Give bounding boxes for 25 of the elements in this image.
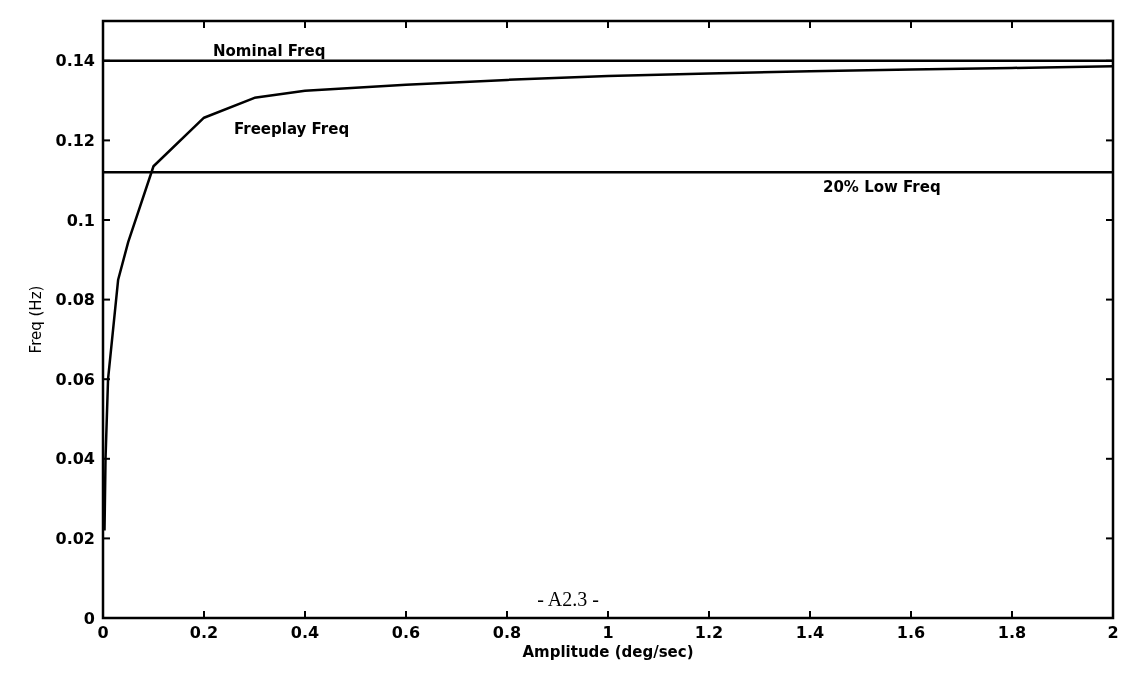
x-tick-label: 1.2	[694, 623, 724, 642]
y-tick-label: 0	[83, 608, 95, 628]
y-axis-title: Freq (Hz)	[27, 285, 45, 354]
x-tick-label: 0.8	[492, 623, 522, 642]
x-tick-label: 0.6	[391, 623, 421, 642]
annotation: - A2.3 -	[537, 588, 599, 610]
ref-line-label: 20% Low Freq	[823, 178, 941, 197]
y-tick-label: 0.06	[55, 369, 95, 389]
x-tick-label: 0	[97, 623, 109, 642]
x-tick-label: 0.2	[189, 623, 219, 642]
x-tick-label: 1.4	[795, 623, 825, 642]
y-tick-label: 0.14	[55, 51, 95, 71]
x-tick-label: 1	[602, 623, 614, 642]
y-tick-label: 0.04	[55, 449, 95, 469]
ref-line-label: Nominal Freq	[213, 41, 326, 60]
x-axis-title: Amplitude (deg/sec)	[522, 643, 694, 661]
y-tick-label: 0.1	[66, 210, 95, 230]
y-tick-label: 0.12	[55, 131, 95, 150]
x-tick-label: 0.4	[290, 623, 320, 642]
x-tick-label: 2	[1107, 623, 1119, 642]
y-tick-label: 0.08	[55, 290, 95, 310]
series-label: Freeplay Freq	[234, 119, 350, 138]
x-tick-label: 1.8	[997, 623, 1027, 642]
x-tick-label: 1.6	[896, 623, 926, 642]
y-tick-label: 0.02	[55, 529, 95, 548]
